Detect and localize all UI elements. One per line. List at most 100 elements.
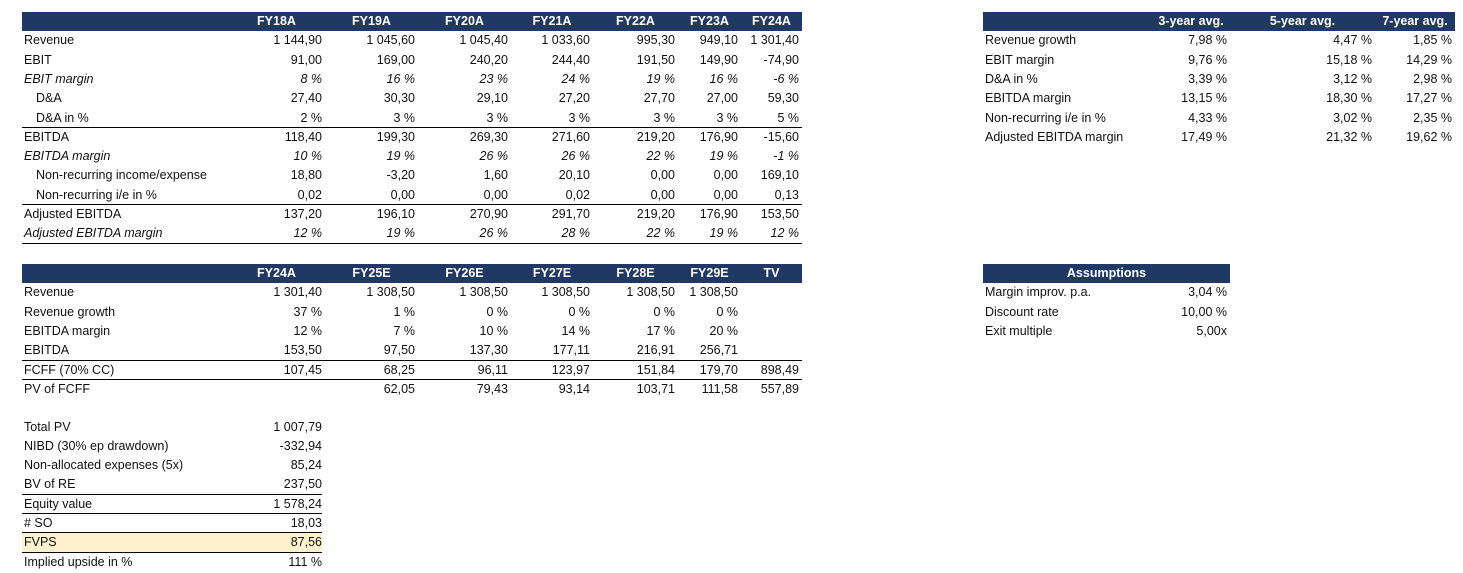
cell-value: 137,30 [469,343,508,358]
cell-value: 1 033,60 [541,33,590,48]
column-header: FY22A [616,14,655,28]
cell-value: -15,60 [763,129,799,144]
row-label: Adjusted EBITDA margin [24,226,163,241]
cell-value: 244,40 [551,52,590,67]
cell-value: -74,90 [763,52,799,67]
cell-value: 3 % [393,110,415,125]
column-header: FY23A [690,14,729,28]
cell-value: 169,00 [376,52,415,67]
cell-value: 5 % [777,110,799,125]
row-border [22,359,802,361]
row-label: Non-allocated expenses (5x) [24,458,184,473]
cell-value: 196,10 [376,207,415,221]
row-label: FVPS [24,535,57,550]
row-border [22,493,322,495]
cell-value: 3 % [653,110,675,125]
cell-value: 19 % [646,71,676,86]
cell-value: 7,98 % [1188,33,1227,48]
cell-value: 28 % [561,226,591,241]
cell-value: 14 % [561,323,591,338]
cell-value: 27,00 [706,91,738,106]
cell-value: 179,70 [699,362,738,377]
cell-value: 3 % [486,110,508,125]
header-bar [983,12,1455,32]
row-label: D&A in % [985,71,1038,86]
column-header: FY25E [352,266,391,280]
row-label: EBIT [24,52,52,67]
column-header: FY24A [257,266,296,280]
column-header: FY24A [752,14,791,28]
cell-value: 0,02 [297,187,322,202]
cell-value: 0,00 [650,187,675,202]
cell-value: 1 045,60 [366,33,415,48]
cell-value: 199,30 [376,129,415,144]
row-border [22,378,802,380]
cell-value: -3,20 [386,168,416,183]
cell-value: 19 % [709,149,739,164]
column-header: FY21A [532,14,572,28]
cell-value: 5,00x [1196,323,1227,338]
cell-value: 17 % [646,323,676,338]
column-header: FY27E [532,266,572,280]
cell-value: 20,10 [558,168,590,183]
cell-value: 29,10 [476,91,508,106]
cell-value: 16 % [709,71,739,86]
cell-value: 23 % [479,71,509,86]
cell-value: 8 % [300,71,322,86]
cell-value: 216,91 [636,343,675,358]
cell-value: 111 % [288,554,322,569]
cell-value: 111,58 [701,381,738,396]
cell-value: 10,00 % [1181,304,1227,319]
cell-value: 96,11 [477,362,508,377]
row-label: Discount rate [985,304,1059,319]
column-header: FY20A [445,14,484,28]
cell-value: 68,25 [383,362,415,377]
row-border [22,551,322,553]
cell-value: 21,32 % [1326,129,1372,144]
cell-value: 149,90 [699,52,738,67]
cell-value: 19 % [386,226,416,241]
cell-value: 1,85 % [1413,33,1452,48]
cell-value: 26 % [561,149,591,164]
cell-value: 0,00 [650,168,675,183]
cell-value: -1 % [773,149,799,164]
cell-value: 2,98 % [1413,71,1452,86]
cell-value: 269,30 [469,129,508,144]
cell-value: 1 308,50 [626,285,675,300]
row-label: EBIT margin [24,71,94,86]
cell-value: 24 % [561,71,591,86]
cell-value: 3 % [568,110,590,125]
cell-value: 151,84 [636,362,675,377]
cell-value: 12 % [293,226,323,241]
column-header: 7-year avg. [1382,14,1448,28]
cell-value: 22 % [646,226,676,241]
row-label: Non-recurring i/e in % [985,110,1106,125]
cell-value: 0 % [716,304,738,319]
cell-value: 91,00 [290,52,322,67]
cell-value: 0,13 [774,187,799,202]
cell-value: 0 % [653,304,675,319]
row-label: Exit multiple [985,323,1053,338]
cell-value: 1 308,50 [689,285,738,300]
cell-value: 12 % [293,323,323,338]
cell-value: 79,43 [476,381,508,396]
row-label: # SO [24,516,53,530]
cell-value: 4,33 % [1188,110,1227,125]
cell-value: 93,14 [558,381,590,396]
cell-value: 85,24 [290,458,322,473]
header-bar [22,264,802,284]
cell-value: 27,70 [643,91,675,106]
cell-value: 1 045,40 [459,33,508,48]
cell-value: 16 % [386,71,416,86]
cell-value: 17,27 % [1406,91,1452,106]
cell-value: 18,80 [290,168,322,183]
row-label: Revenue [24,285,75,300]
cell-value: 2 % [300,110,322,125]
row-label: Margin improv. p.a. [985,285,1092,300]
cell-value: 0,00 [713,187,738,202]
row-label: EBITDA margin [985,91,1072,106]
cell-value: 898,49 [760,362,799,377]
cell-value: 26 % [479,226,509,241]
cell-value: 0 % [486,304,508,319]
row-border [22,532,322,534]
